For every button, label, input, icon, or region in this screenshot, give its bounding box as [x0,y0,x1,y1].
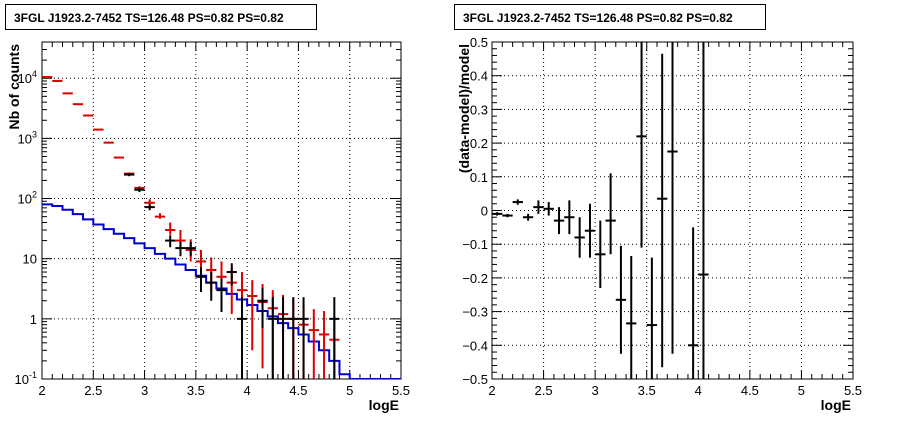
y-tick-label: 104 [18,69,37,86]
right-chart-panel: 2 2.5 3 3.5 4 4.5 5 5.5 −0.5 −0.4 −0.3 −0.2 −0.1 0 0.1… [449,0,898,421]
x-tick-label: 5.5 [392,383,410,398]
x-tick-label: 3.5 [638,383,656,398]
x-tick-label: 3 [592,383,599,398]
x-tick-label: 2 [488,383,495,398]
y-tick-label: 0.5 [470,35,488,50]
y-tick-label: 1 [30,312,37,327]
x-tick-label: 4 [695,383,702,398]
y-tick-label: −0.2 [462,271,488,286]
x-axis-label: logE [369,397,399,413]
x-tick-label: 5 [798,383,805,398]
y-axis-label: Nb of counts [6,44,22,130]
y-axis-label: (data-model)/model [456,44,472,173]
y-tick-label: 102 [18,190,37,207]
plot-frame [41,41,402,380]
x-axis-label: logE [821,397,851,413]
y-tick-label: 103 [18,129,37,146]
right-chart-title: 3FGL J1923.2-7452 TS=126.48 PS=0.82 PS=0… [454,4,766,30]
x-tick-label: 2.5 [84,383,102,398]
x-tick-label: 4 [244,383,251,398]
x-tick-label: 3 [141,383,148,398]
residuals-chart: 2 2.5 3 3.5 4 4.5 5 5.5 −0.5 −0.4 −0.3 −0.2 −0.1 0 0.1… [456,35,862,413]
y-tick-label: 0.2 [470,136,488,151]
left-chart-title: 3FGL J1923.2-7452 TS=126.48 PS=0.82 PS=0… [5,4,317,30]
left-chart-panel: 2 2.5 3 3.5 4 4.5 5 5.5 10-1 1 10 102 103 104 logE Nb o… [5,4,410,413]
x-tick-label: 4.5 [289,383,307,398]
x-tick-label: 2 [38,383,45,398]
y-tick-label: 0.3 [470,102,488,117]
x-tick-label: 3.5 [187,383,205,398]
y-tick-label: −0.4 [462,338,488,353]
y-tick-label: −0.5 [462,372,488,387]
y-tick-label: 0.4 [470,69,488,84]
counts-histogram-chart: 2 2.5 3 3.5 4 4.5 5 5.5 10-1 1 10 102 103 104 logE Nb o… [6,41,410,413]
y-tick-label: −0.1 [462,237,488,252]
x-tick-label: 5.5 [844,383,862,398]
y-tick-label: 0 [481,204,488,219]
y-tick-label: 10-1 [15,370,37,387]
y-tick-label: −0.3 [462,305,488,320]
x-tick-label: 4.5 [741,383,759,398]
plot-area [42,75,401,379]
x-tick-label: 2.5 [535,383,553,398]
x-tick-label: 5 [346,383,353,398]
plot-area [492,42,709,379]
y-tick-label: 10 [23,252,37,267]
y-tick-label: 0.1 [470,170,488,185]
